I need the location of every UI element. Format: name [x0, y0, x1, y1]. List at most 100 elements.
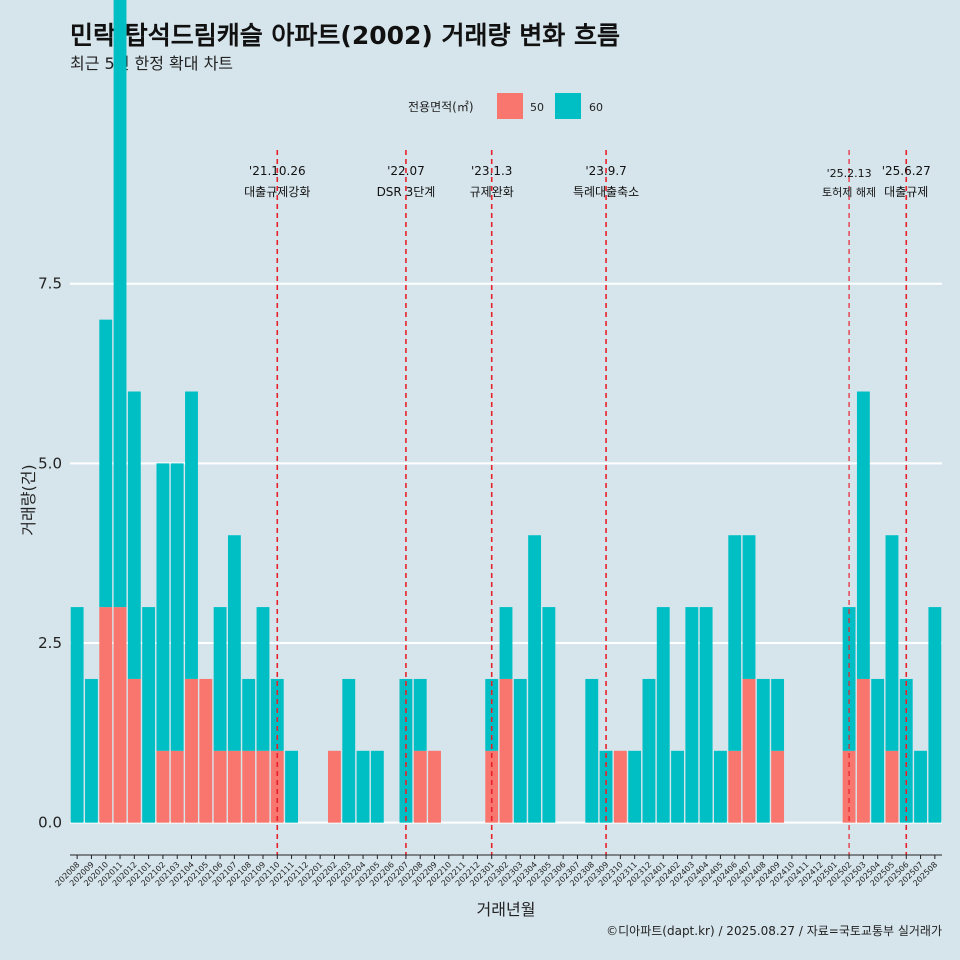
- bar-60-202111: [285, 750, 299, 823]
- bar-60-202109: [256, 607, 270, 751]
- bar-60-202102: [156, 463, 170, 751]
- bar-60-202009: [85, 678, 98, 823]
- bar-60-202312: [642, 678, 656, 823]
- event-label: 대출규제: [884, 185, 928, 199]
- bar-60-202503: [856, 391, 870, 679]
- bar-60-202010: [99, 319, 113, 608]
- bar-60-202502: [842, 607, 856, 751]
- bar-50-202012: [127, 678, 141, 823]
- bar-60-202308: [585, 678, 599, 823]
- bar-60-202205: [370, 750, 384, 823]
- legend-swatch-60: [555, 93, 581, 119]
- y-axis-ticks: 0.0 2.5 5.0 7.5: [38, 275, 62, 832]
- bar-60-202508: [928, 607, 942, 823]
- bar-50-202209: [428, 750, 441, 823]
- bar-60-202305: [542, 607, 556, 823]
- y-tick-label: 2.5: [38, 634, 62, 652]
- legend-swatch-50: [497, 93, 523, 119]
- chart-subtitle: 최근 5년 한정 확대 차트: [70, 54, 233, 73]
- bar-60-202208: [413, 678, 427, 751]
- y-tick-label: 5.0: [38, 454, 62, 472]
- bar-60-202108: [242, 678, 256, 751]
- bar-50-202505: [885, 750, 899, 823]
- bar-50-202109: [256, 750, 270, 823]
- bar-60-202012: [127, 391, 141, 679]
- bar-60-202504: [871, 678, 885, 823]
- event-date: '22.07: [387, 164, 425, 178]
- bar-50-202010: [99, 607, 113, 823]
- legend-label-50: 50: [530, 101, 544, 114]
- annotations: '21.10.26 대출규제강화 '22.07 DSR 3단계 '23.1.3 규제완화 '…: [244, 150, 931, 855]
- event-date: '21.10.26: [249, 164, 306, 178]
- bar-60-202407: [742, 535, 756, 679]
- bar-50-202406: [728, 750, 742, 823]
- y-tick-label: 0.0: [38, 814, 62, 832]
- bar-60-202302: [499, 607, 513, 679]
- bar-50-202106: [213, 750, 227, 823]
- bar-60-202309: [599, 750, 613, 823]
- bar-50-202202: [328, 750, 341, 823]
- bar-50-202301: [485, 750, 499, 823]
- y-axis-label: 거래량(건): [19, 464, 38, 535]
- bar-60-202408: [756, 678, 770, 823]
- x-axis: 2020082020092020102020112020122021012021…: [54, 854, 942, 888]
- bar-60-202303: [513, 678, 527, 823]
- caption: ©디아파트(dapt.kr) / 2025.08.27 / 자료=국토교통부 실…: [606, 924, 942, 938]
- event-date: '25.6.27: [882, 164, 931, 178]
- bar-60-202103: [170, 463, 184, 751]
- bar-60-202301: [485, 678, 499, 751]
- bar-60-202505: [885, 535, 899, 751]
- event-date: '25.2.13: [827, 167, 872, 180]
- bar-60-202107: [227, 535, 241, 751]
- event-label: DSR 3단계: [377, 185, 436, 199]
- bar-60-202304: [528, 535, 542, 823]
- bar-60-202401: [656, 607, 670, 823]
- y-tick-label: 7.5: [38, 275, 62, 293]
- bar-50-202103: [170, 750, 184, 823]
- bar-50-202104: [185, 678, 198, 823]
- bar-50-202105: [199, 678, 213, 823]
- bar-50-202407: [742, 678, 756, 823]
- legend-label-60: 60: [589, 101, 603, 114]
- chart-title: 민락 탑석드림캐슬 아파트(2002) 거래량 변화 흐름: [70, 21, 620, 50]
- bar-50-202110: [270, 750, 284, 823]
- bar-60-202403: [685, 607, 699, 823]
- bar-60-202104: [185, 391, 198, 679]
- bar-50-202108: [242, 750, 256, 823]
- bar-60-202106: [213, 607, 227, 751]
- bar-60-202311: [628, 750, 642, 823]
- bar-60-202011: [113, 0, 127, 608]
- legend: 전용면적(㎡) 50 60: [408, 93, 603, 119]
- legend-title: 전용면적(㎡): [408, 100, 474, 114]
- bar-60-202506: [899, 678, 913, 823]
- bar-50-202102: [156, 750, 170, 823]
- bar-60-202409: [771, 678, 785, 751]
- bar-60-202204: [356, 750, 370, 823]
- bar-60-202405: [713, 750, 727, 823]
- bar-50-202107: [227, 750, 241, 823]
- bar-60-202110: [270, 678, 284, 751]
- bar-50-202409: [771, 750, 785, 823]
- bar-60-202406: [728, 535, 742, 751]
- bar-50-202310: [613, 750, 627, 823]
- bar-50-202302: [499, 678, 513, 823]
- event-label: 대출규제강화: [244, 185, 310, 199]
- bar-60-202207: [399, 678, 413, 823]
- bar-60-202203: [342, 678, 356, 823]
- bar-60-202404: [699, 607, 713, 823]
- event-date: '23.9.7: [585, 164, 626, 178]
- bar-60-202402: [671, 750, 684, 823]
- bar-50-202208: [413, 750, 427, 823]
- bar-50-202503: [856, 678, 870, 823]
- event-label: 규제완화: [470, 185, 514, 199]
- bar-60-202008: [70, 607, 84, 823]
- event-label: 토허제 해제: [822, 185, 876, 199]
- event-label: 특례대출축소: [573, 185, 639, 199]
- bar-60-202101: [142, 607, 156, 823]
- event-date: '23.1.3: [471, 164, 512, 178]
- bar-50-202502: [842, 750, 856, 823]
- x-axis-label: 거래년월: [477, 900, 536, 919]
- bars: [70, 0, 942, 823]
